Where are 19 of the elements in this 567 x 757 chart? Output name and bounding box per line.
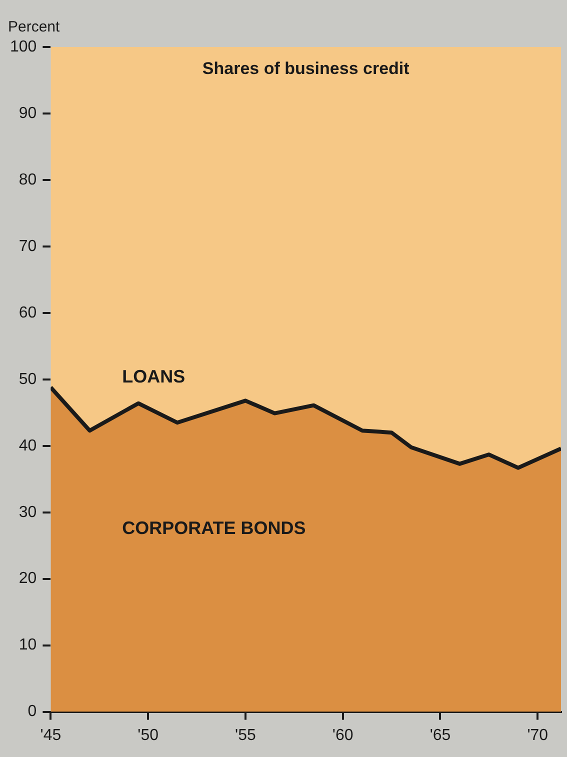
y-tick-label: 80 [18, 171, 37, 188]
y-tick-label: 60 [18, 304, 37, 322]
y-tick-label: 100 [10, 38, 37, 56]
y-tick-label: 30 [18, 504, 37, 521]
y-tick-label: 20 [18, 570, 37, 588]
y-tick-label: 40 [18, 437, 37, 454]
series-label: CORPORATE BONDS [122, 518, 306, 538]
y-tick-label: 70 [18, 238, 37, 255]
x-tick-label: '60 [332, 726, 354, 744]
y-tick-label: 0 [28, 703, 37, 720]
x-tick-label: '55 [235, 726, 256, 744]
y-tick-label: 50 [18, 370, 37, 388]
x-tick-label: '70 [527, 726, 548, 744]
y-tick-label: 90 [18, 104, 37, 122]
x-tick-label: '50 [138, 726, 159, 744]
y-axis-title: Percent [8, 18, 61, 36]
x-tick-label: '45 [40, 726, 62, 744]
x-tick-label: '65 [430, 726, 451, 744]
y-tick-label: 10 [18, 636, 37, 654]
